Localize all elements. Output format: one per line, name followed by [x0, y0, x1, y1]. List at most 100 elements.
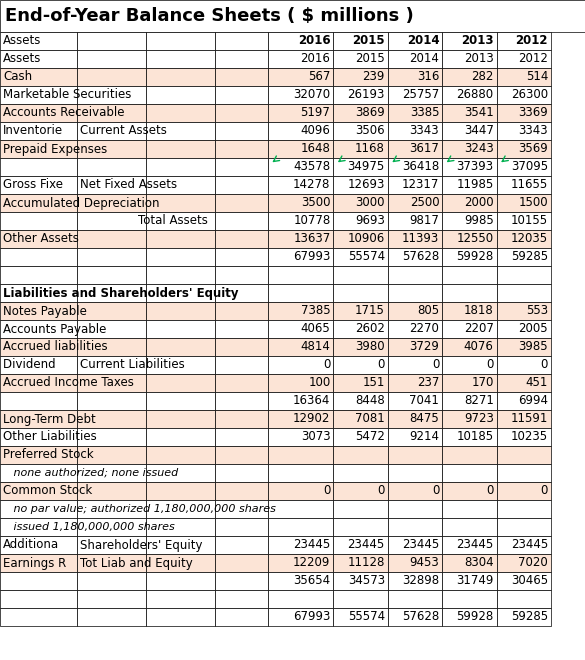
Bar [215, 464, 268, 482]
Bar [215, 482, 268, 500]
Text: 3869: 3869 [355, 106, 385, 119]
Bar [77, 446, 146, 464]
Bar [268, 86, 333, 104]
Bar [442, 338, 497, 356]
Text: 57628: 57628 [402, 251, 439, 263]
Bar [77, 392, 146, 410]
Bar [146, 284, 215, 302]
Bar [268, 50, 333, 68]
Bar [442, 266, 497, 284]
Text: 170: 170 [472, 376, 494, 389]
Text: 2000: 2000 [464, 197, 494, 209]
Text: 2015: 2015 [355, 53, 385, 65]
Bar [215, 554, 268, 572]
Bar [146, 122, 215, 140]
Bar [215, 590, 268, 608]
Bar [268, 302, 333, 320]
Bar [333, 500, 388, 518]
Text: 57628: 57628 [402, 610, 439, 624]
Bar [0, 356, 77, 374]
Bar [268, 212, 333, 230]
Bar [442, 482, 497, 500]
Bar [497, 266, 551, 284]
Text: 23445: 23445 [511, 539, 548, 552]
Bar [215, 500, 268, 518]
Text: Accrued Income Taxes: Accrued Income Taxes [3, 376, 134, 389]
Text: 0: 0 [323, 358, 331, 372]
Bar [268, 536, 333, 554]
Bar [333, 158, 388, 176]
Bar [0, 518, 77, 536]
Text: 3343: 3343 [518, 125, 548, 137]
Text: 3000: 3000 [355, 197, 385, 209]
Bar [442, 212, 497, 230]
Bar [333, 302, 388, 320]
Bar [497, 32, 551, 50]
Bar [442, 518, 497, 536]
Bar [146, 230, 215, 248]
Bar [0, 0, 585, 32]
Text: 3369: 3369 [518, 106, 548, 119]
Bar [268, 518, 333, 536]
Bar [77, 590, 146, 608]
Text: 7020: 7020 [518, 556, 548, 570]
Bar [268, 140, 333, 158]
Bar [146, 590, 215, 608]
Bar [0, 374, 77, 392]
Bar [388, 68, 442, 86]
Bar [333, 518, 388, 536]
Bar [77, 230, 146, 248]
Bar [215, 320, 268, 338]
Bar [77, 140, 146, 158]
Text: 11393: 11393 [402, 232, 439, 246]
Bar [333, 86, 388, 104]
Bar [268, 266, 333, 284]
Text: 67993: 67993 [293, 610, 331, 624]
Bar [442, 140, 497, 158]
Text: 3729: 3729 [410, 341, 439, 354]
Bar [268, 194, 333, 212]
Text: Other Liabilities: Other Liabilities [3, 430, 97, 444]
Text: Current Assets: Current Assets [80, 125, 167, 137]
Text: no par value; authorized 1,180,000,000 shares: no par value; authorized 1,180,000,000 s… [3, 504, 276, 514]
Bar [388, 158, 442, 176]
Text: 12693: 12693 [347, 178, 385, 191]
Bar [215, 248, 268, 266]
Text: 6994: 6994 [518, 395, 548, 407]
Text: 7081: 7081 [355, 412, 385, 426]
Bar [0, 608, 77, 626]
Bar [442, 32, 497, 50]
Bar [215, 374, 268, 392]
Bar [146, 302, 215, 320]
Bar [497, 302, 551, 320]
Bar [77, 212, 146, 230]
Bar [77, 410, 146, 428]
Text: Additiona: Additiona [3, 539, 59, 552]
Bar [497, 68, 551, 86]
Bar [146, 356, 215, 374]
Bar [268, 572, 333, 590]
Text: Tot Liab and Equity: Tot Liab and Equity [80, 556, 193, 570]
Text: 2013: 2013 [461, 34, 494, 48]
Bar [77, 302, 146, 320]
Text: 0: 0 [432, 358, 439, 372]
Bar [146, 140, 215, 158]
Bar [215, 410, 268, 428]
Bar [215, 68, 268, 86]
Bar [77, 518, 146, 536]
Bar [442, 536, 497, 554]
Text: Assets: Assets [3, 34, 42, 48]
Bar [77, 104, 146, 122]
Text: 34573: 34573 [347, 574, 385, 587]
Text: 11655: 11655 [511, 178, 548, 191]
Bar [0, 428, 77, 446]
Bar [333, 572, 388, 590]
Text: 25757: 25757 [402, 88, 439, 102]
Text: Current Liabilities: Current Liabilities [80, 358, 185, 372]
Text: 3073: 3073 [301, 430, 331, 444]
Text: 1818: 1818 [464, 304, 494, 317]
Bar [388, 140, 442, 158]
Bar [0, 158, 77, 176]
Bar [0, 572, 77, 590]
Bar [388, 266, 442, 284]
